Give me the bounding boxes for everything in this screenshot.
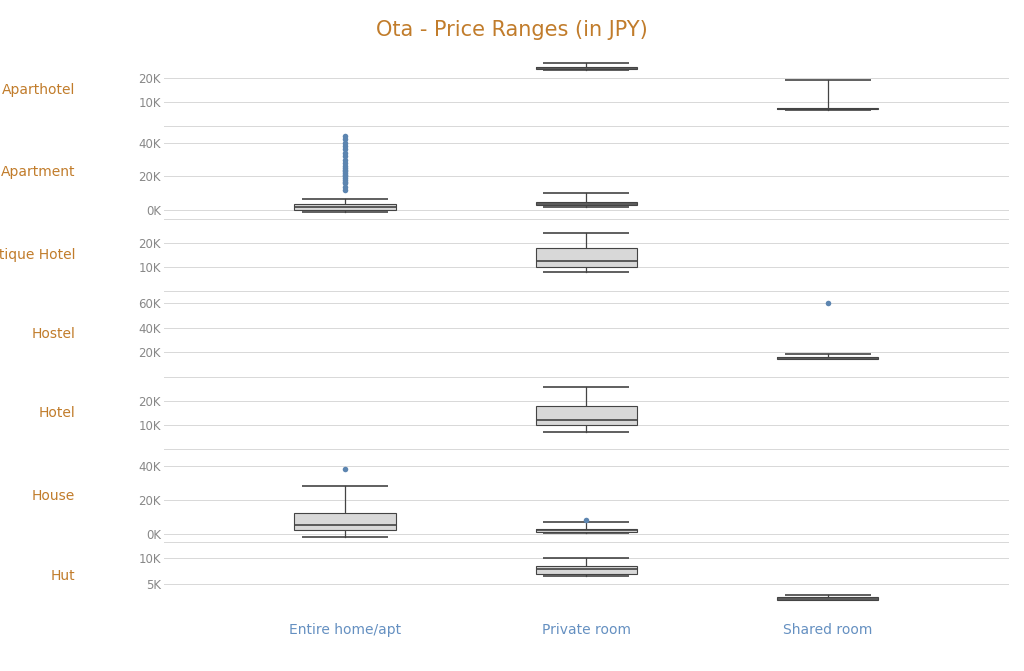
Y-axis label: House: House bbox=[32, 488, 75, 503]
Text: Private room: Private room bbox=[542, 623, 631, 637]
Bar bbox=[536, 67, 637, 69]
Text: Ota - Price Ranges (in JPY): Ota - Price Ranges (in JPY) bbox=[376, 20, 648, 40]
Bar bbox=[777, 108, 879, 109]
Bar bbox=[536, 566, 637, 574]
Bar bbox=[294, 204, 395, 209]
Y-axis label: Boutique Hotel: Boutique Hotel bbox=[0, 248, 75, 262]
Y-axis label: Hut: Hut bbox=[50, 570, 75, 584]
Y-axis label: Hotel: Hotel bbox=[38, 406, 75, 420]
Bar bbox=[536, 406, 637, 425]
Y-axis label: Apartment: Apartment bbox=[1, 165, 75, 179]
Bar bbox=[536, 248, 637, 267]
Bar bbox=[536, 202, 637, 205]
Text: Entire home/apt: Entire home/apt bbox=[289, 623, 401, 637]
Y-axis label: Hostel: Hostel bbox=[32, 327, 75, 341]
Y-axis label: Aparthotel: Aparthotel bbox=[2, 83, 75, 97]
Bar bbox=[777, 597, 879, 600]
Bar bbox=[294, 513, 395, 531]
Bar bbox=[536, 529, 637, 532]
Text: Shared room: Shared room bbox=[783, 623, 872, 637]
